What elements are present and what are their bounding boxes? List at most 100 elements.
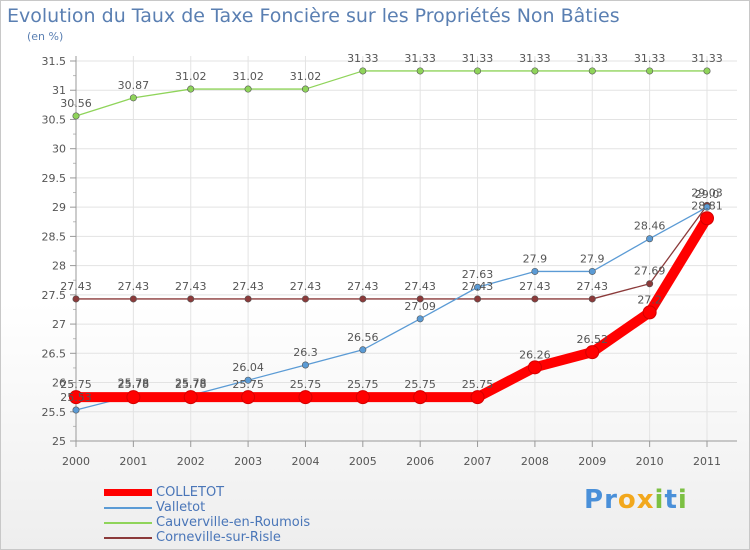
data-label: 27.43 (232, 280, 264, 293)
data-point (646, 235, 654, 243)
data-label: 31.33 (577, 52, 609, 65)
data-label: 27.43 (290, 280, 322, 293)
data-point (244, 85, 252, 93)
data-point (355, 390, 370, 405)
data-label: 26.04 (232, 361, 264, 374)
series-line-valletot (75, 206, 708, 411)
data-point (129, 94, 137, 102)
data-label: 25.75 (347, 378, 379, 391)
data-point (531, 295, 539, 303)
data-label: 25.78 (175, 378, 207, 391)
data-label: 27.43 (347, 280, 379, 293)
data-point (703, 203, 711, 211)
data-label: 25.75 (290, 378, 322, 391)
data-label: 31.33 (462, 52, 494, 65)
data-point (527, 360, 542, 375)
data-label: 31.33 (404, 52, 436, 65)
data-label: 31.02 (175, 70, 207, 83)
data-point (474, 295, 482, 303)
axes: 25 25.5 26 26.5 27 27.5 28 28.5 29 29.5 30 30.5 31 31… (42, 55, 737, 468)
data-point (588, 295, 596, 303)
x-tick-label: 2003 (234, 455, 262, 468)
legend-label: COLLETOT (156, 485, 225, 500)
data-label: 27.09 (404, 300, 436, 313)
chart-title: Evolution du Taux de Taxe Foncière sur l… (7, 5, 620, 27)
data-label: 27.43 (60, 280, 92, 293)
logo-letter: i (654, 485, 665, 515)
proxiti-logo: Proxiti (584, 485, 688, 515)
data-label: 27.43 (519, 280, 551, 293)
data-label: 27.69 (634, 265, 666, 278)
x-tick-label: 2009 (578, 455, 606, 468)
logo-letter: P (584, 485, 605, 515)
data-point (531, 267, 539, 275)
data-point (69, 390, 83, 405)
series-line-colletot (71, 213, 712, 403)
data-point (416, 315, 424, 323)
data-label: 25.53 (60, 391, 92, 404)
data-point (588, 67, 596, 75)
series-points (69, 67, 714, 414)
y-tick-label: 27 (52, 318, 66, 331)
data-point (72, 295, 80, 303)
y-tick-label: 28 (52, 260, 66, 273)
data-point (244, 295, 252, 303)
legend-label: Corneville-sur-Risle (156, 530, 281, 545)
series-line-cauverville-en-roumois (75, 70, 708, 117)
data-label: 25.78 (118, 376, 150, 389)
series-line-corneville-sur-risle (75, 204, 708, 300)
logo-letter: t (664, 485, 678, 515)
y-tick-label: 29.5 (42, 172, 67, 185)
x-tick-label: 2004 (291, 455, 319, 468)
data-label: 27.43 (404, 280, 436, 293)
data-point (126, 390, 141, 405)
logo-letter: o (617, 485, 637, 515)
data-label: 31.33 (691, 52, 723, 65)
data-label: 31.33 (519, 52, 551, 65)
data-point (244, 376, 252, 384)
y-tick-label: 29 (52, 201, 66, 214)
data-label: 31.02 (290, 70, 322, 83)
data-label: 27.9 (580, 252, 605, 265)
data-point (646, 67, 654, 75)
data-point (416, 295, 424, 303)
data-label: 30.87 (118, 79, 150, 92)
data-point (588, 267, 596, 275)
data-label: 29.0 (695, 188, 720, 201)
y-tick-label: 25 (52, 435, 66, 448)
legend-label: Valletot (156, 500, 206, 515)
y-axis-unit: (en %) (27, 30, 64, 43)
legend-swatch (104, 537, 152, 539)
data-point (531, 67, 539, 75)
y-tick-label: 31 (52, 84, 66, 97)
y-tick-label: 28.5 (42, 230, 67, 243)
data-label: 27.43 (577, 280, 609, 293)
data-label: 27.63 (462, 268, 494, 281)
data-point (470, 390, 485, 405)
y-tick-label: 26 (52, 377, 66, 390)
x-tick-label: 2007 (464, 455, 492, 468)
data-label: 26.3 (293, 346, 318, 359)
logo-letter: r (604, 485, 618, 515)
data-point (72, 112, 80, 120)
x-tick-label: 2011 (693, 455, 721, 468)
y-tick-label: 25.5 (42, 406, 67, 419)
data-point (642, 305, 657, 320)
x-tick-label: 2008 (521, 455, 549, 468)
data-label: 31.33 (347, 52, 379, 65)
data-label: 31.33 (634, 52, 666, 65)
data-point (359, 67, 367, 75)
data-label: 29.03 (691, 186, 723, 199)
legend-label: Cauverville-en-Roumois (156, 515, 311, 530)
y-tick-label: 30.5 (42, 113, 67, 126)
legend-swatch (104, 507, 152, 509)
data-point (187, 295, 195, 303)
x-tick-label: 2005 (349, 455, 377, 468)
data-label: 26.26 (519, 348, 551, 361)
data-point (474, 67, 482, 75)
data-point (359, 295, 367, 303)
data-point (646, 280, 654, 288)
data-point (413, 390, 428, 405)
data-point (301, 295, 309, 303)
